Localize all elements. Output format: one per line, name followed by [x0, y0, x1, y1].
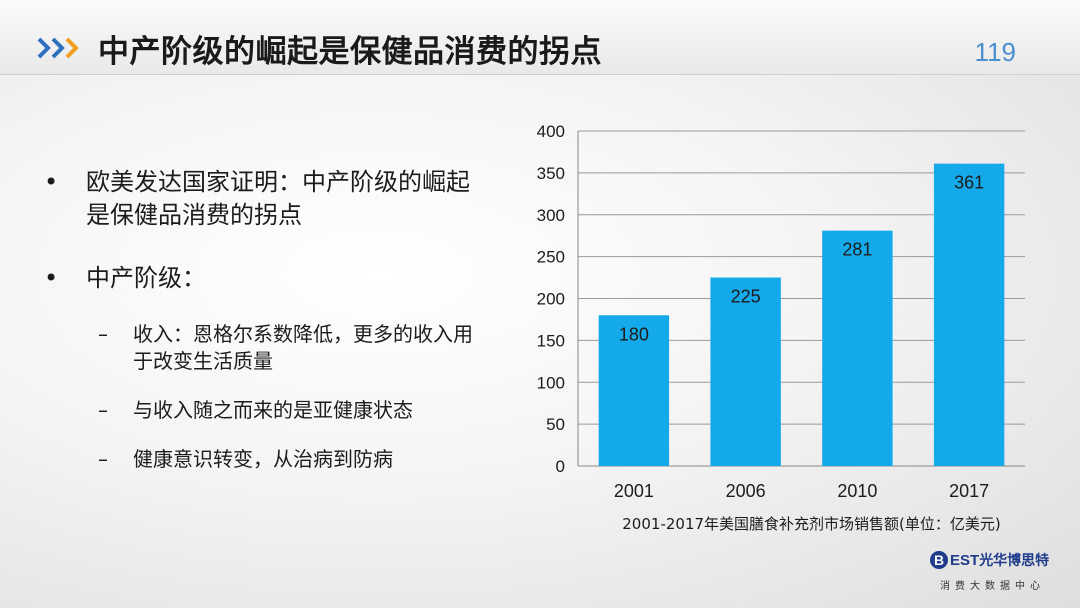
sub-bullet-line: 收入：恩格尔系数降低，更多的收入用 — [133, 322, 473, 346]
bar — [598, 315, 670, 466]
sub-bullet-line: 与收入随之而来的是亚健康状态 — [133, 398, 413, 422]
bar — [822, 230, 893, 466]
bar — [933, 163, 1005, 466]
bullet-dot: • — [44, 168, 59, 196]
y-tick-label: 50 — [546, 415, 565, 434]
y-tick-label: 400 — [537, 122, 565, 141]
company-logo: B EST光华博思特 消费大数据中心 — [930, 550, 1049, 594]
y-tick-label: 100 — [537, 373, 565, 392]
x-tick-label: 2017 — [949, 481, 989, 501]
data-label: 225 — [731, 287, 761, 307]
page-number: 119 — [974, 37, 1016, 67]
y-tick-label: 200 — [537, 290, 565, 309]
bullet-line: 中产阶级： — [86, 264, 206, 292]
data-label: 180 — [619, 324, 649, 344]
page-title: 中产阶级的崛起是保健品消费的拐点 — [98, 34, 602, 70]
logo-brand: EST — [950, 552, 980, 569]
logo-tagline: 消费大数据中心 — [940, 581, 1045, 592]
x-tick-label: 2006 — [726, 481, 766, 501]
y-tick-label: 350 — [537, 164, 565, 183]
x-tick-label: 2010 — [837, 481, 877, 501]
bullet-list: • 欧美发达国家证明：中产阶级的崛起 是保健品消费的拐点 • 中产阶级： – 收… — [42, 166, 532, 473]
bullet-line: 欧美发达国家证明：中产阶级的崛起 — [86, 168, 470, 196]
bar — [710, 277, 781, 466]
sub-bullet-line: 于改变生活质量 — [133, 349, 273, 373]
bullet-item: • 欧美发达国家证明：中产阶级的崛起 是保健品消费的拐点 — [42, 166, 532, 232]
logo-b-circle-icon: B — [930, 551, 948, 569]
logo-mark: B EST光华博思特 — [930, 550, 1049, 570]
x-axis-label: 2001-2017年美国膳食补充剂市场销售额(单位：亿美元) — [622, 515, 1000, 533]
sub-bullet-line: 健康意识转变，从治病到防病 — [133, 447, 393, 471]
logo-name: 光华博思特 — [979, 553, 1050, 569]
y-tick-label: 250 — [537, 248, 565, 267]
bullet-dot: • — [44, 264, 59, 292]
y-tick-label: 300 — [537, 206, 565, 225]
triple-chevron-icon — [37, 37, 79, 59]
sub-bullet-item: – 与收入随之而来的是亚健康状态 — [42, 397, 532, 424]
bullet-line: 是保健品消费的拐点 — [86, 201, 302, 229]
y-tick-label: 0 — [556, 457, 565, 476]
sub-bullet-dash: – — [98, 398, 108, 422]
x-tick-label: 2001 — [614, 481, 654, 501]
sub-bullet-item: – 收入：恩格尔系数降低，更多的收入用 于改变生活质量 — [42, 321, 532, 375]
y-tick-label: 150 — [537, 331, 565, 350]
sub-bullet-dash: – — [98, 322, 108, 346]
header-bar: 中产阶级的崛起是保健品消费的拐点 119 — [0, 0, 1080, 75]
sub-bullet-item: – 健康意识转变，从治病到防病 — [42, 446, 532, 473]
data-label: 361 — [954, 173, 984, 193]
bar-chart: 0 50 100 150 200 250 300 350 400 180 2001 225 2006 28… — [537, 122, 1025, 533]
bullet-item: • 中产阶级： — [42, 262, 532, 295]
data-label: 281 — [842, 240, 872, 260]
sub-bullet-dash: – — [98, 447, 108, 471]
